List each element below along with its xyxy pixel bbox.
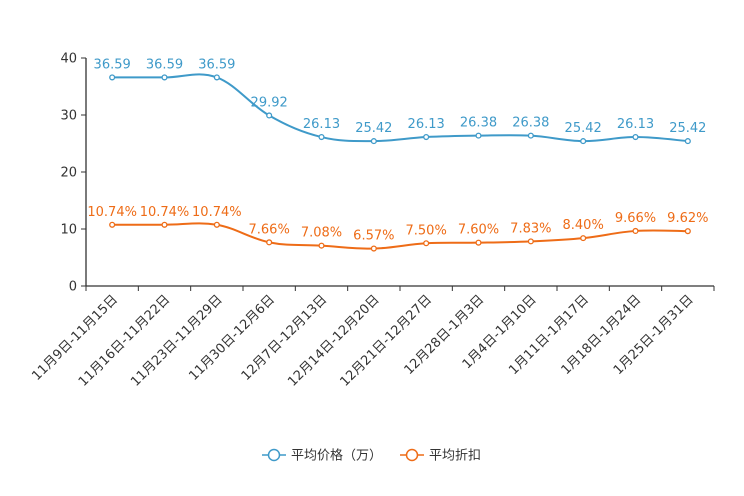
data-label: 9.66%	[615, 211, 656, 226]
data-label: 26.13	[617, 117, 654, 132]
data-point[interactable]	[370, 245, 377, 252]
series-1: 10.74% 10.74% 10.74%7.66% 7.08% 6.57% 7.50% 7.…	[87, 205, 708, 252]
data-point[interactable]	[475, 239, 482, 246]
data-label: 7.08%	[301, 226, 342, 241]
data-label: 25.42	[565, 121, 602, 136]
x-category-label: 12月14日-12月20日	[285, 292, 382, 389]
data-point[interactable]	[527, 238, 534, 245]
series-line	[112, 222, 688, 250]
data-label: 26.38	[460, 116, 497, 131]
legend-item-0[interactable]: 平均价格（万）	[262, 448, 382, 464]
data-label: 10.74%	[140, 205, 190, 220]
data-label: 9.62%	[667, 211, 708, 226]
data-label: 10.74%	[192, 205, 242, 220]
data-label: 7.50%	[406, 223, 447, 238]
data-label: 7.60%	[458, 223, 499, 238]
y-tick-label: 20	[60, 166, 77, 181]
data-label: 26.38	[512, 116, 549, 131]
x-category-label: 12月21日-12月27日	[338, 292, 435, 389]
data-label: 25.42	[669, 121, 706, 136]
data-label: 29.92	[251, 95, 288, 110]
data-point[interactable]	[161, 221, 168, 228]
x-category-label: 11月16日-11月22日	[76, 292, 173, 389]
data-point[interactable]	[684, 228, 691, 235]
data-point[interactable]	[527, 132, 534, 139]
x-category-label: 11月9日-11月15日	[29, 292, 121, 384]
legend-marker-icon	[267, 448, 281, 462]
data-point[interactable]	[213, 221, 220, 228]
data-point[interactable]	[580, 138, 587, 145]
data-point[interactable]	[423, 240, 430, 247]
legend-item-1[interactable]: 平均折扣	[400, 449, 481, 464]
chart-axes	[85, 58, 714, 287]
data-point[interactable]	[109, 221, 116, 228]
data-point[interactable]	[370, 138, 377, 145]
series-line	[112, 73, 688, 143]
data-point[interactable]	[318, 134, 325, 141]
x-category-label: 11月23日-11月29日	[128, 292, 225, 389]
series-layer: 36.59 36.59 36.59 29.92 26.13 25.42 26.13 26.38…	[87, 57, 708, 252]
data-label: 36.59	[198, 57, 235, 72]
data-point[interactable]	[475, 132, 482, 139]
data-point[interactable]	[580, 235, 587, 242]
data-point[interactable]	[266, 239, 273, 246]
data-label: 8.40%	[563, 218, 604, 233]
data-point[interactable]	[109, 74, 116, 81]
data-point[interactable]	[632, 134, 639, 141]
y-tick-label: 0	[69, 280, 77, 295]
data-label: 25.42	[355, 121, 392, 136]
legend-label: 平均价格（万）	[291, 448, 382, 464]
data-label: 36.59	[146, 57, 183, 72]
x-axis-ticks: 11月9日-11月15日11月16日-11月22日11月23日-11月29日11…	[29, 286, 715, 390]
data-point[interactable]	[266, 112, 273, 119]
data-label: 7.66%	[249, 222, 290, 237]
data-point[interactable]	[161, 74, 168, 81]
data-point[interactable]	[213, 74, 220, 81]
data-point[interactable]	[684, 138, 691, 145]
data-label: 7.83%	[510, 221, 551, 236]
legend-label: 平均折扣	[429, 449, 481, 464]
data-point[interactable]	[632, 227, 639, 234]
data-label: 26.13	[303, 117, 340, 132]
data-label: 26.13	[408, 117, 445, 132]
data-label: 10.74%	[87, 205, 137, 220]
data-point[interactable]	[423, 134, 430, 141]
chart-legend[interactable]: 平均价格（万） 平均折扣	[262, 448, 481, 464]
data-label: 36.59	[94, 57, 131, 72]
y-tick-label: 30	[60, 109, 77, 124]
series-0: 36.59 36.59 36.59 29.92 26.13 25.42 26.13 26.38…	[94, 57, 706, 145]
y-tick-label: 40	[60, 52, 77, 67]
legend-marker-icon	[405, 448, 419, 462]
data-label: 6.57%	[353, 229, 394, 244]
y-axis-ticks: 0 10 20 30 40	[60, 52, 86, 295]
data-point[interactable]	[318, 242, 325, 249]
y-tick-label: 10	[60, 223, 77, 238]
